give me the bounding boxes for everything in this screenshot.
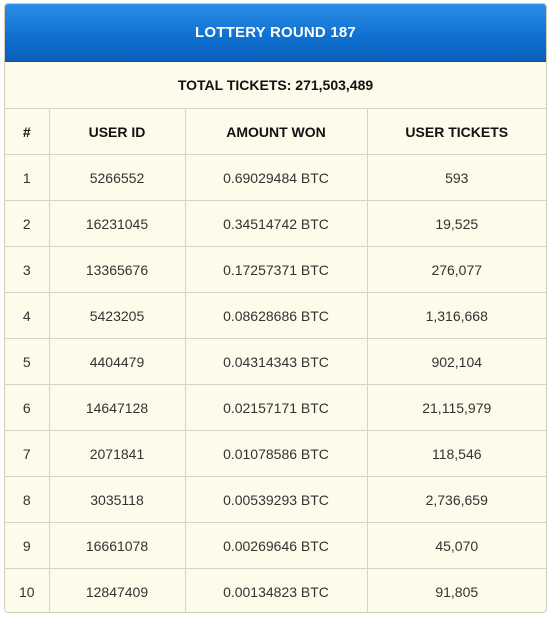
- lottery-round-header: LOTTERY ROUND 187: [5, 4, 546, 62]
- rank-cell: 1: [5, 154, 50, 201]
- rank-cell: 6: [5, 384, 50, 431]
- column-header-rank: #: [5, 109, 50, 155]
- user-id-cell: 13365676: [49, 246, 186, 293]
- user-id-cell: 5266552: [49, 154, 186, 201]
- winners-table: # USER ID AMOUNT WON USER TICKETS 1 5266…: [5, 109, 546, 612]
- user-tickets-cell: 1,316,668: [367, 292, 546, 339]
- table-row: 5 4404479 0.04314343 BTC 902,104: [5, 338, 546, 385]
- user-id-cell: 16231045: [49, 200, 186, 247]
- amount-won-cell: 0.04314343 BTC: [185, 338, 368, 385]
- table-row: 8 3035118 0.00539293 BTC 2,736,659: [5, 476, 546, 523]
- user-id-cell: 2071841: [49, 430, 186, 477]
- user-tickets-cell: 21,115,979: [367, 384, 546, 431]
- user-tickets-cell: 19,525: [367, 200, 546, 247]
- table-row: 6 14647128 0.02157171 BTC 21,115,979: [5, 384, 546, 431]
- lottery-results-panel: LOTTERY ROUND 187 TOTAL TICKETS: 271,503…: [4, 3, 547, 613]
- user-tickets-cell: 118,546: [367, 430, 546, 477]
- amount-won-cell: 0.00539293 BTC: [185, 476, 368, 523]
- user-tickets-cell: 276,077: [367, 246, 546, 293]
- lottery-round-title: LOTTERY ROUND 187: [195, 24, 356, 41]
- column-header-amount-won: AMOUNT WON: [185, 109, 368, 155]
- winners-table-header-row: # USER ID AMOUNT WON USER TICKETS: [5, 109, 546, 155]
- table-row: 2 16231045 0.34514742 BTC 19,525: [5, 200, 546, 247]
- user-id-cell: 12847409: [49, 568, 186, 612]
- user-tickets-cell: 2,736,659: [367, 476, 546, 523]
- user-tickets-cell: 593: [367, 154, 546, 201]
- rank-cell: 9: [5, 522, 50, 569]
- rank-cell: 7: [5, 430, 50, 477]
- user-id-cell: 16661078: [49, 522, 186, 569]
- user-id-cell: 14647128: [49, 384, 186, 431]
- rank-cell: 8: [5, 476, 50, 523]
- table-row: 4 5423205 0.08628686 BTC 1,316,668: [5, 292, 546, 339]
- table-row: 9 16661078 0.00269646 BTC 45,070: [5, 522, 546, 569]
- amount-won-cell: 0.34514742 BTC: [185, 200, 368, 247]
- rank-cell: 3: [5, 246, 50, 293]
- amount-won-cell: 0.02157171 BTC: [185, 384, 368, 431]
- rank-cell: 4: [5, 292, 50, 339]
- rank-cell: 2: [5, 200, 50, 247]
- amount-won-cell: 0.00269646 BTC: [185, 522, 368, 569]
- table-row: 1 5266552 0.69029484 BTC 593: [5, 154, 546, 201]
- amount-won-cell: 0.17257371 BTC: [185, 246, 368, 293]
- amount-won-cell: 0.08628686 BTC: [185, 292, 368, 339]
- total-tickets-bar: TOTAL TICKETS: 271,503,489: [5, 62, 546, 109]
- table-row: 7 2071841 0.01078586 BTC 118,546: [5, 430, 546, 477]
- rank-cell: 5: [5, 338, 50, 385]
- amount-won-cell: 0.01078586 BTC: [185, 430, 368, 477]
- user-id-cell: 3035118: [49, 476, 186, 523]
- user-tickets-cell: 902,104: [367, 338, 546, 385]
- amount-won-cell: 0.00134823 BTC: [185, 568, 368, 612]
- amount-won-cell: 0.69029484 BTC: [185, 154, 368, 201]
- column-header-user-id: USER ID: [49, 109, 186, 155]
- table-row: 10 12847409 0.00134823 BTC 91,805: [5, 568, 546, 612]
- total-tickets-label: TOTAL TICKETS: 271,503,489: [177, 77, 374, 93]
- user-tickets-cell: 45,070: [367, 522, 546, 569]
- table-row: 3 13365676 0.17257371 BTC 276,077: [5, 246, 546, 293]
- user-tickets-cell: 91,805: [435, 583, 479, 600]
- user-id-cell: 4404479: [49, 338, 186, 385]
- rank-cell: 10: [5, 568, 50, 612]
- column-header-user-tickets: USER TICKETS: [367, 109, 546, 155]
- user-id-cell: 5423205: [49, 292, 186, 339]
